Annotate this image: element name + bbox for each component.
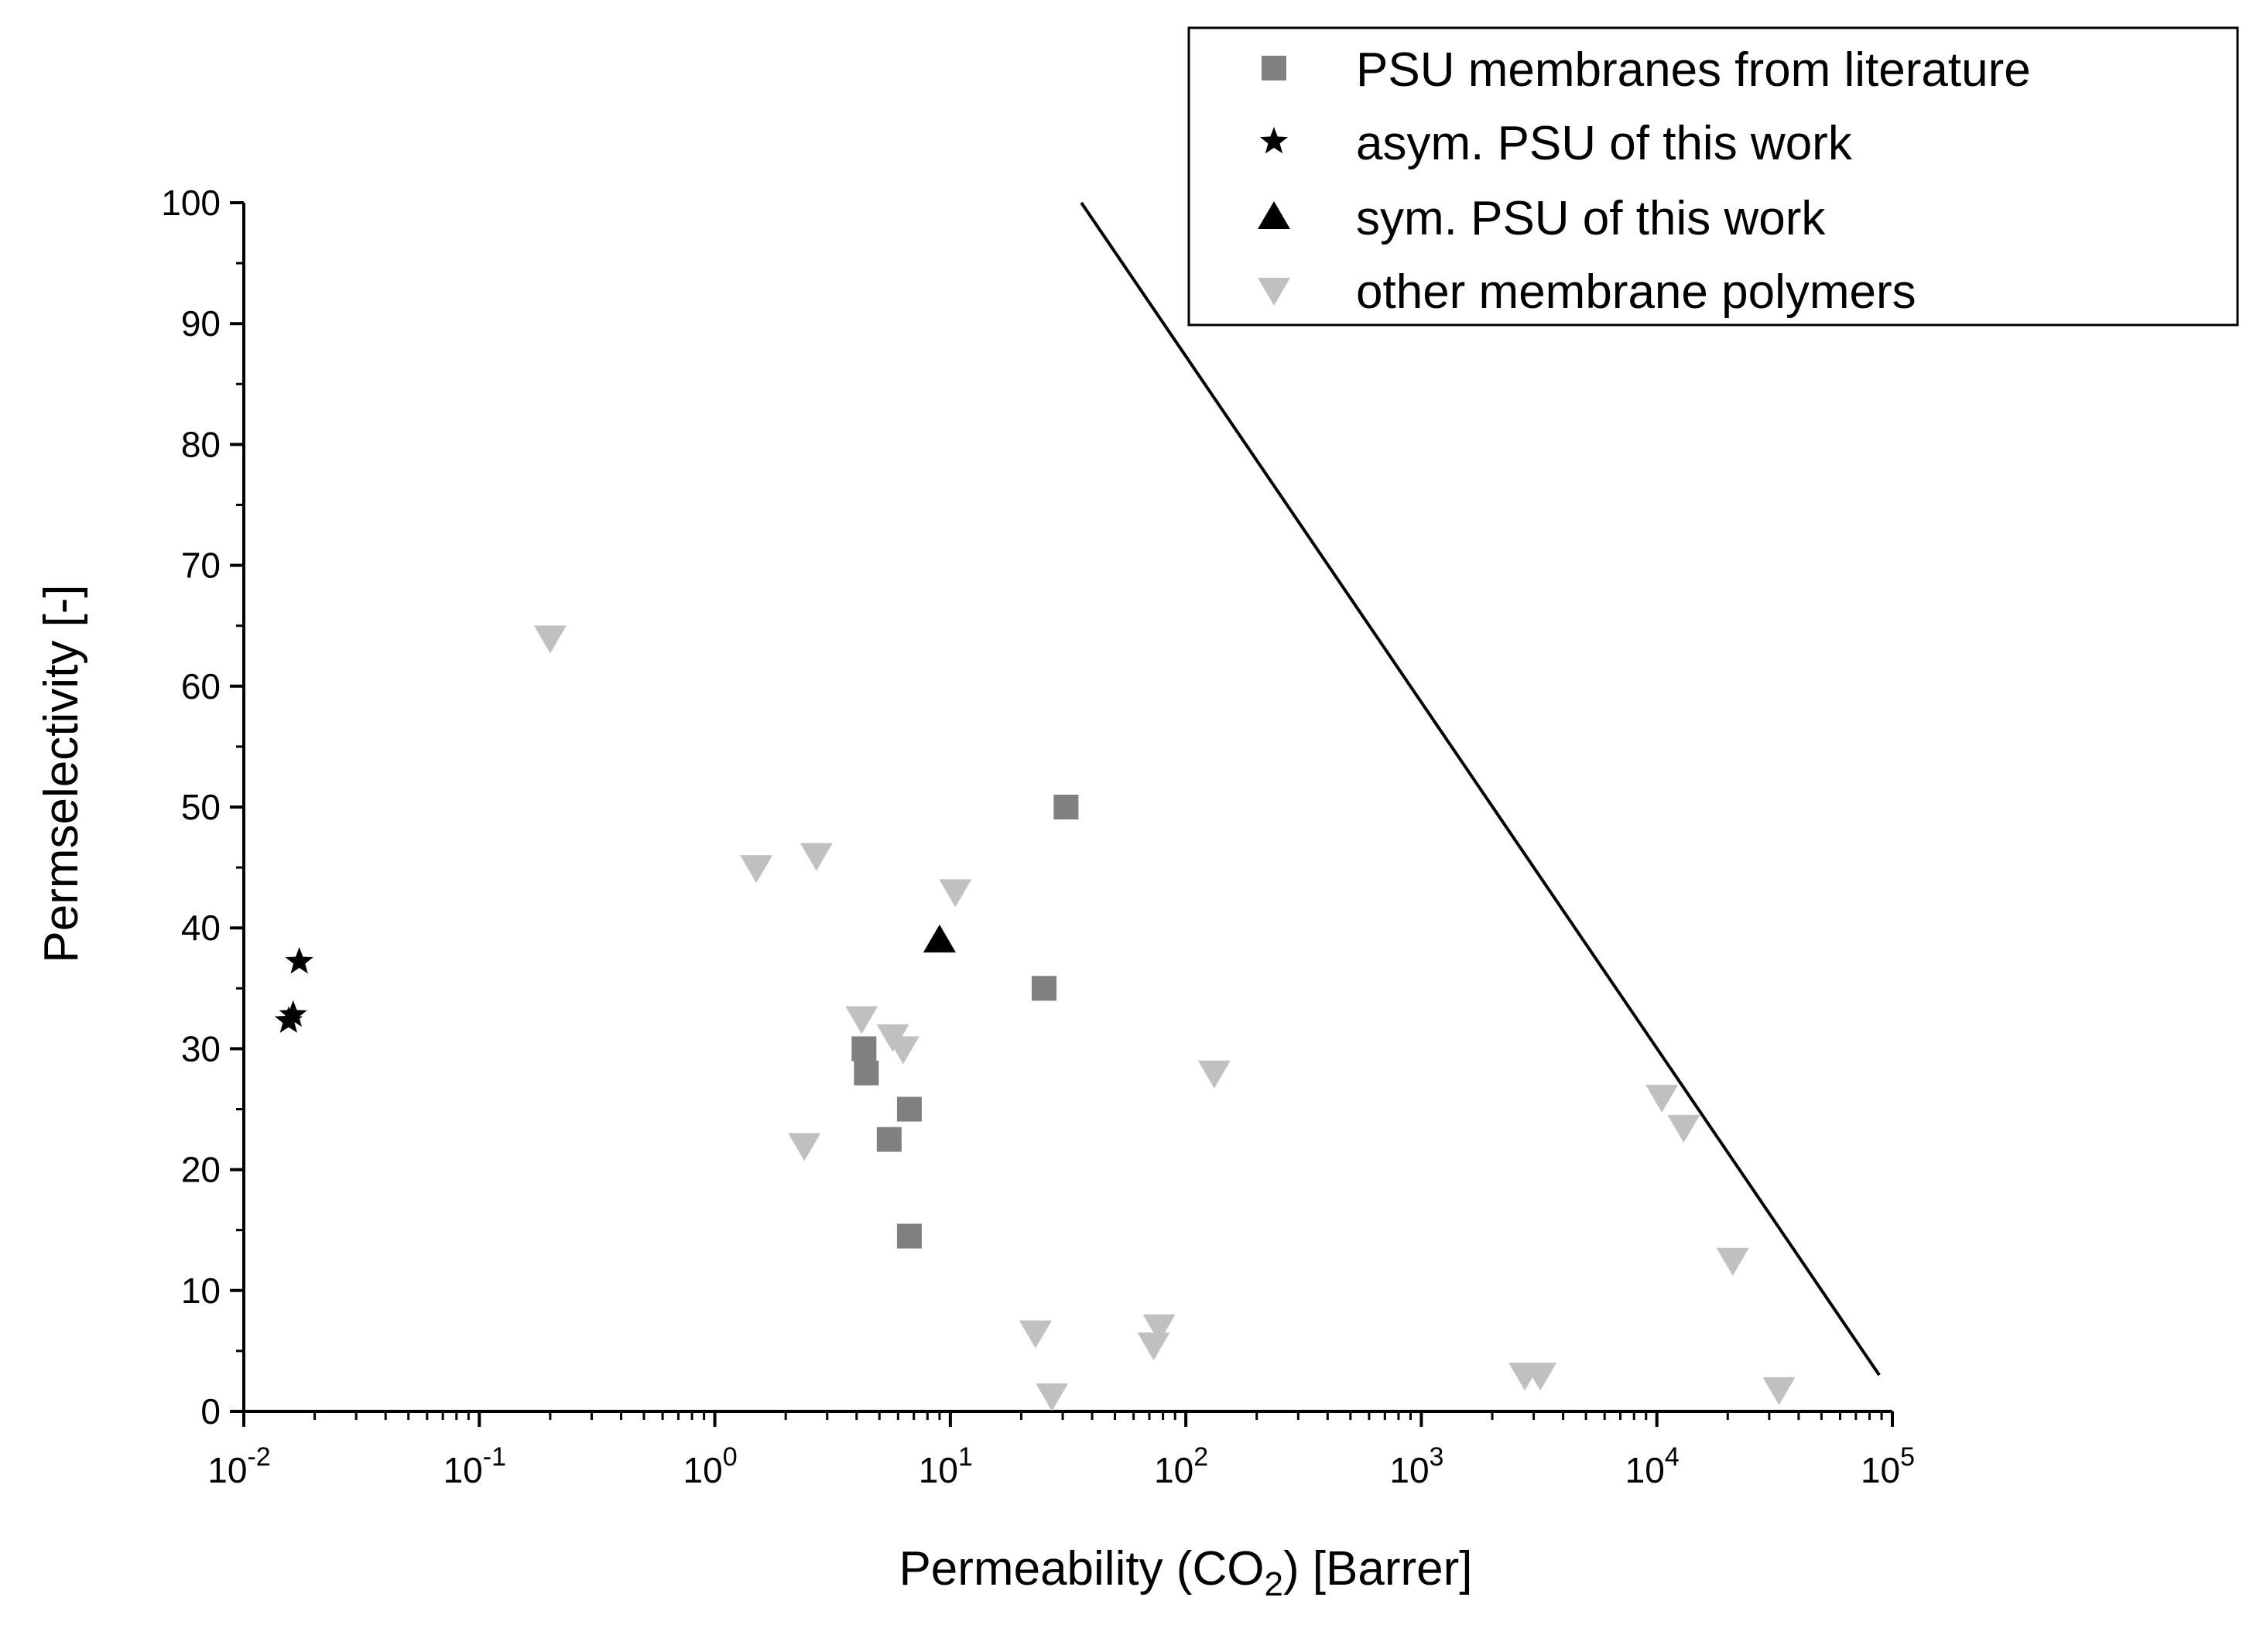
upper-bound-layer: [1080, 201, 1881, 1377]
point-other-membrane-polymers: [1645, 1084, 1679, 1113]
x-tick-label: 100: [683, 1442, 738, 1490]
x-tick-label: 104: [1625, 1442, 1680, 1490]
point-psu-membranes-from-literature: [896, 1096, 922, 1122]
legend: PSU membranes from literature asym. PSU o…: [1187, 26, 2239, 327]
legend-label-other-membrane-polymers: other membrane polymers: [1356, 265, 1916, 319]
point-asym-psu-of-this-work: [285, 946, 313, 974]
legend-marker-psu-membranes-from-literature: [1262, 56, 1286, 80]
x-tick-label: 10-1: [443, 1442, 506, 1490]
legend-label-asym-psu-of-this-work: asym. PSU of this work: [1356, 117, 1853, 170]
point-psu-membranes-from-literature: [1031, 976, 1056, 1001]
legend-box: [1187, 26, 2239, 327]
legend-marker-asym-psu-of-this-work: [1259, 127, 1289, 154]
point-other-membrane-polymers: [939, 879, 972, 908]
point-other-membrane-polymers: [800, 843, 833, 871]
x-tick-label: 101: [919, 1442, 973, 1490]
point-psu-membranes-from-literature: [896, 1223, 922, 1249]
point-psu-membranes-from-literature: [851, 1036, 877, 1062]
y-tick-label: 100: [161, 183, 221, 223]
point-psu-membranes-from-literature: [854, 1060, 879, 1086]
y-tick-label: 40: [181, 908, 221, 948]
point-other-membrane-polymers: [533, 625, 567, 654]
x-axis-title: Permeability (CO2) [Barrer]: [899, 1542, 1472, 1603]
point-other-membrane-polymers: [788, 1133, 821, 1161]
legend-marker-other-membrane-polymers: [1258, 278, 1290, 306]
axes: 0 10 20 30 40 50 60 70 80 90 100 10-2 10-1 100 101 102 1…: [161, 183, 1915, 1490]
point-asym-psu-of-this-work: [279, 1000, 307, 1027]
x-tick-label: 10-2: [207, 1442, 270, 1490]
x-tick-label: 103: [1389, 1442, 1443, 1490]
y-tick-label: 70: [181, 546, 221, 586]
point-psu-membranes-from-literature: [876, 1127, 902, 1152]
point-sym-psu-of-this-work: [923, 924, 956, 953]
point-other-membrane-polymers: [740, 855, 773, 884]
point-other-membrane-polymers: [1019, 1320, 1052, 1349]
y-tick-label: 0: [200, 1391, 221, 1431]
y-tick-label: 80: [181, 424, 221, 464]
point-other-membrane-polymers: [1716, 1247, 1749, 1276]
point-psu-membranes-from-literature: [1053, 795, 1079, 819]
y-tick-label: 10: [181, 1271, 221, 1311]
legend-marker-sym-psu-of-this-work: [1258, 201, 1290, 229]
data-points: [274, 625, 1796, 1411]
y-tick-label: 20: [181, 1150, 221, 1190]
point-other-membrane-polymers: [1667, 1114, 1700, 1143]
point-other-membrane-polymers: [1137, 1332, 1170, 1361]
upper-bound-line: [1080, 201, 1881, 1377]
x-tick-label: 102: [1154, 1442, 1208, 1490]
y-tick-label: 60: [181, 666, 221, 706]
y-axis-title: Permselectivity [-]: [35, 584, 88, 963]
point-other-membrane-polymers: [1762, 1377, 1796, 1405]
point-other-membrane-polymers: [1524, 1363, 1557, 1391]
legend-label-sym-psu-of-this-work: sym. PSU of this work: [1356, 192, 1826, 245]
y-tick-label: 50: [181, 787, 221, 827]
y-tick-label: 90: [181, 303, 221, 344]
point-other-membrane-polymers: [1142, 1314, 1176, 1342]
point-other-membrane-polymers: [886, 1036, 919, 1065]
legend-label-psu-membranes-from-literature: PSU membranes from literature: [1356, 43, 2031, 97]
point-other-membrane-polymers: [1197, 1060, 1231, 1089]
point-other-membrane-polymers: [1036, 1383, 1069, 1411]
point-other-membrane-polymers: [845, 1006, 878, 1035]
y-tick-label: 30: [181, 1028, 221, 1069]
x-tick-label: 105: [1861, 1442, 1915, 1490]
